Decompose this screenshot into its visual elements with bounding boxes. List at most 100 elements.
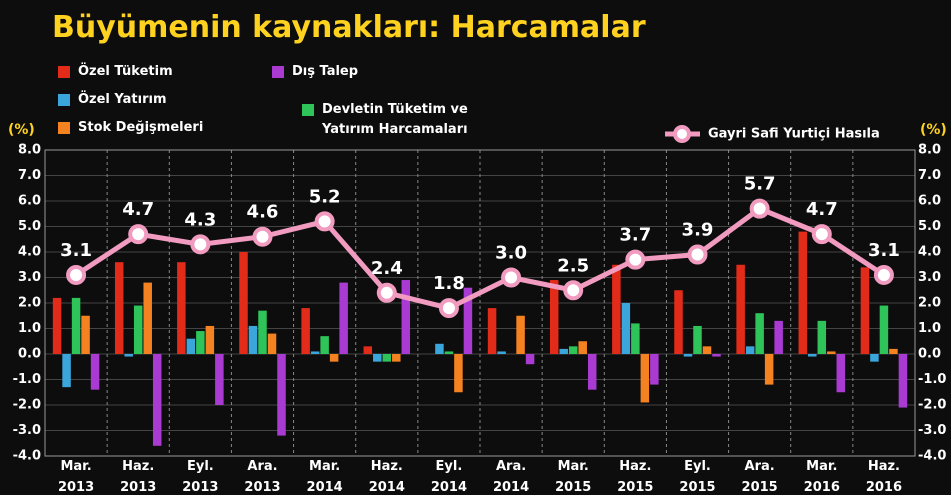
line-marker <box>190 234 211 255</box>
bar <box>444 351 454 354</box>
bar <box>267 333 277 354</box>
x-tick-label: Mar. 2015 <box>555 459 592 495</box>
bar <box>215 354 224 405</box>
bar <box>702 346 712 354</box>
bar <box>836 354 846 393</box>
legend-label: Gayri Safi Yurtiçi Hasıla <box>708 127 880 142</box>
x-tick-label: Mar. 2014 <box>306 459 343 495</box>
x-tick-label: Eyl. 2013 <box>182 459 219 495</box>
bar <box>124 354 133 357</box>
line-marker <box>873 264 894 285</box>
bar <box>373 354 382 362</box>
bar <box>559 348 568 354</box>
data-label: 3.0 <box>495 243 527 264</box>
bar <box>898 354 908 408</box>
x-tick-label: Ara. 2015 <box>741 459 778 495</box>
bar <box>205 325 215 354</box>
data-label: 3.9 <box>682 220 714 241</box>
data-label: 3.1 <box>868 240 900 261</box>
y-tick-label: 2.0 <box>18 296 41 311</box>
legend-marker <box>673 125 691 143</box>
x-tick-label: Haz. 2016 <box>865 459 903 495</box>
bar <box>798 231 808 354</box>
legend-label: Özel Tüketim <box>78 64 173 79</box>
y-tick-label: 5.0 <box>18 219 41 234</box>
data-label: 4.6 <box>247 202 279 223</box>
data-label: 4.3 <box>184 209 216 230</box>
bar <box>196 331 205 354</box>
bar <box>435 343 444 354</box>
bar <box>889 348 898 354</box>
bar <box>248 325 258 354</box>
x-tick-label: Mar. 2016 <box>803 459 840 495</box>
bar <box>674 290 683 354</box>
y-unit: (%) <box>8 122 35 138</box>
bar <box>745 346 755 354</box>
line-marker <box>501 267 522 288</box>
line-marker <box>66 264 87 285</box>
bar <box>392 354 401 362</box>
legend-swatch <box>58 66 70 78</box>
bar <box>401 280 411 354</box>
x-tick-label: Haz. 2013 <box>120 459 157 495</box>
bar <box>62 354 71 388</box>
y-tick-label-right: 7.0 <box>918 168 941 183</box>
bar <box>143 282 152 354</box>
bar <box>239 252 248 354</box>
y-tick-label: -3.0 <box>13 423 41 438</box>
bar <box>152 354 162 446</box>
bar <box>683 354 693 357</box>
legend-swatch <box>58 94 70 106</box>
bar <box>640 354 650 403</box>
legend-label: Özel Yatırım <box>78 92 167 107</box>
bar <box>650 354 659 385</box>
bar <box>693 325 702 354</box>
y-tick-label: 6.0 <box>18 194 41 209</box>
bar <box>71 297 81 354</box>
x-tick-label: Haz. 2014 <box>368 459 405 495</box>
data-label: 4.7 <box>806 199 838 220</box>
y-tick-label-right: 5.0 <box>918 219 941 234</box>
bar <box>258 310 267 354</box>
y-tick-label: 8.0 <box>18 143 41 158</box>
legend-swatch <box>272 66 284 78</box>
line-marker <box>563 280 584 301</box>
y-tick-label: 4.0 <box>18 245 41 260</box>
y-tick-label: -2.0 <box>13 398 41 413</box>
y-tick-label-right: -1.0 <box>918 372 946 387</box>
bar <box>612 264 621 354</box>
bar <box>133 305 143 354</box>
legend-label: Devletin Tüketim ve Yatırım Harcamaları <box>322 102 468 137</box>
data-label: 1.8 <box>433 273 465 294</box>
bar <box>310 351 320 354</box>
line-marker <box>438 298 459 319</box>
y-tick-label: -1.0 <box>13 372 41 387</box>
bar <box>578 341 587 354</box>
line-marker <box>252 226 273 247</box>
y-tick-label: 7.0 <box>18 168 41 183</box>
y-tick-label: 3.0 <box>18 270 41 285</box>
bar <box>320 336 329 354</box>
y-unit-right: (%) <box>920 122 947 138</box>
line-marker <box>687 244 708 265</box>
x-tick-label: Ara. 2014 <box>492 459 530 495</box>
y-tick-label: -4.0 <box>13 449 41 464</box>
bar <box>301 308 310 354</box>
bar <box>463 287 473 354</box>
line-marker <box>811 224 832 245</box>
y-tick-label-right: 0.0 <box>918 347 941 362</box>
bar <box>363 346 373 354</box>
data-label: 2.4 <box>371 258 403 279</box>
plot-frame <box>44 149 916 457</box>
x-tick-label: Ara. 2013 <box>244 459 281 495</box>
line <box>74 205 886 311</box>
y-tick-label-right: 3.0 <box>918 270 941 285</box>
line-marker <box>314 211 335 232</box>
legend-item: Stok Değişmeleri <box>58 118 278 138</box>
bar <box>525 354 535 365</box>
bar <box>755 313 764 354</box>
bar <box>817 320 827 354</box>
legend-swatch <box>58 122 70 134</box>
legend-item: Dış Talep <box>272 62 492 82</box>
